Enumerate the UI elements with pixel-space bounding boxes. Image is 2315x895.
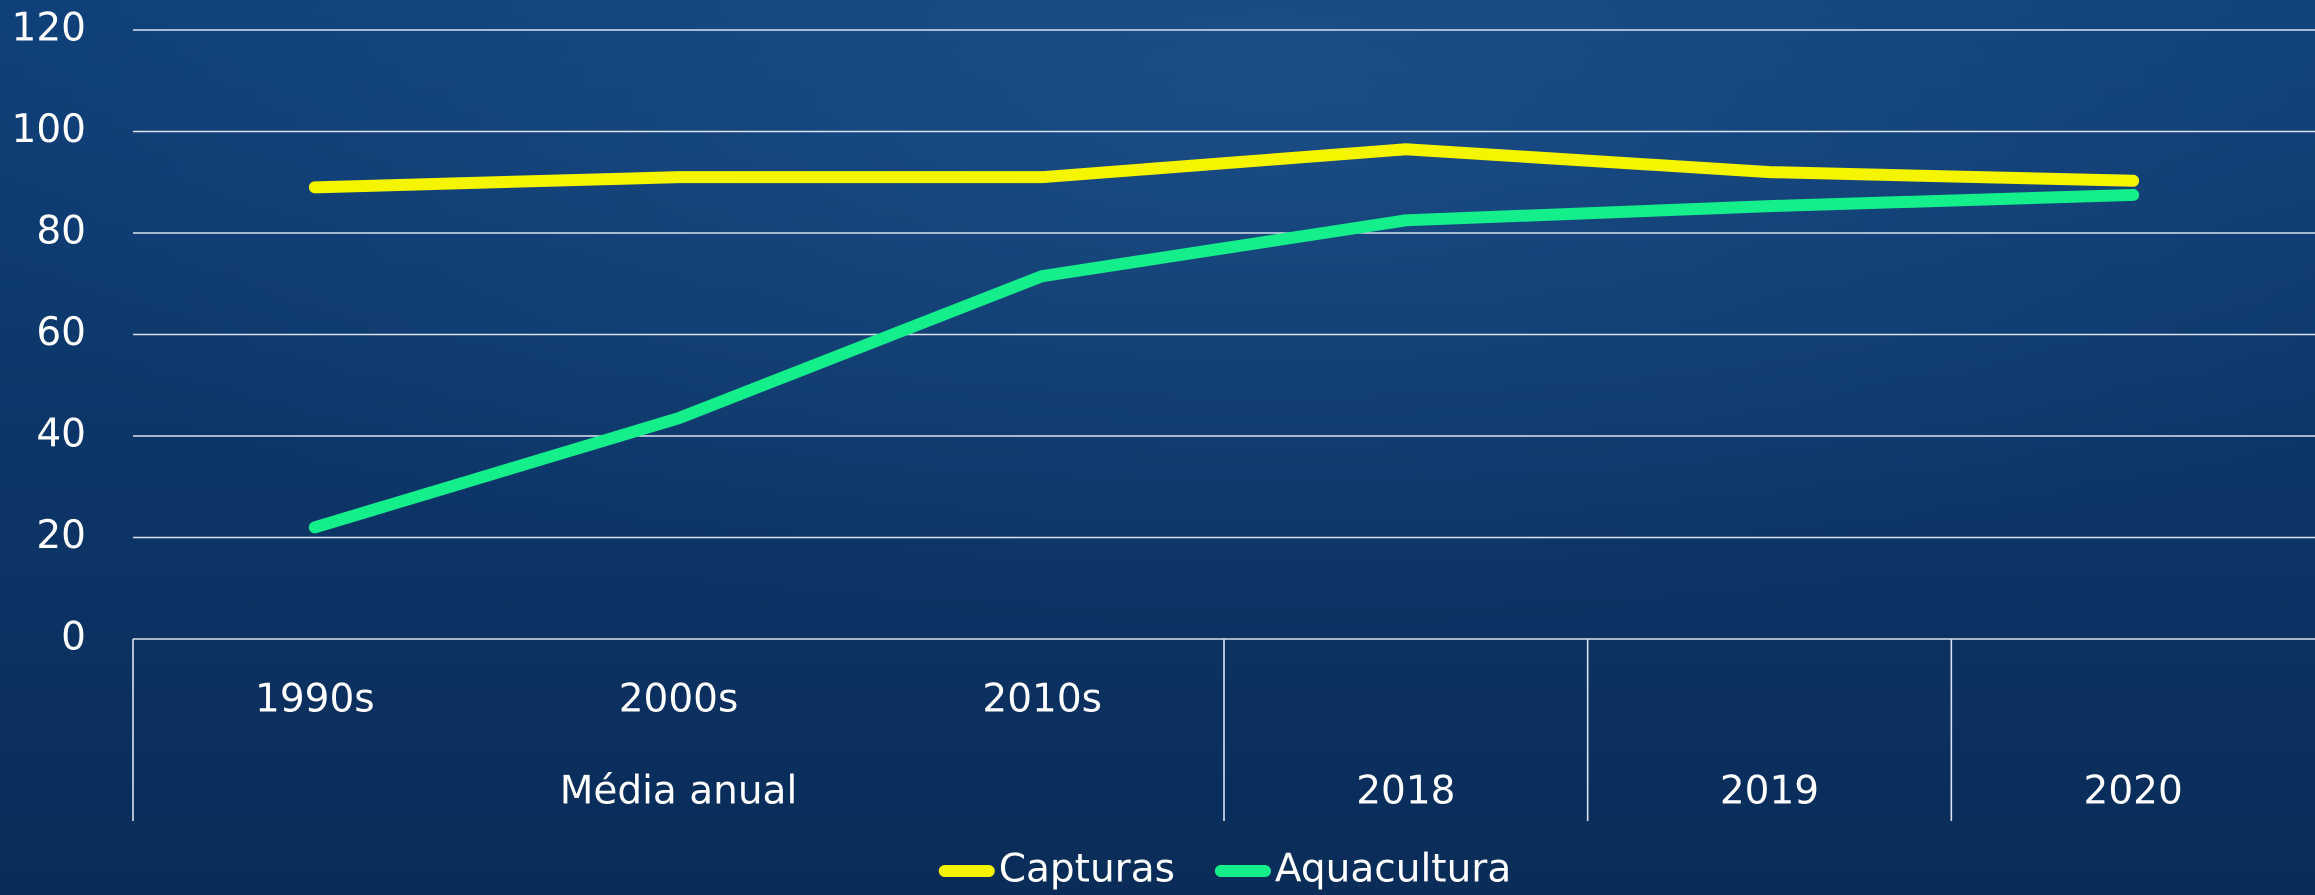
y-tick-label: 100 bbox=[12, 107, 86, 152]
y-tick-label: 40 bbox=[36, 412, 86, 457]
x-tick-label: 2010s bbox=[982, 677, 1102, 722]
y-tick-label: 20 bbox=[36, 513, 86, 558]
x-group-label: Média anual bbox=[560, 769, 798, 814]
x-tick-label: 1990s bbox=[255, 677, 375, 722]
background-glow bbox=[0, 0, 2315, 895]
x-tick-label: 2000s bbox=[619, 677, 739, 722]
chart: 0 20 40 60 80 100 120 1990s 2000s 2010s Média anua… bbox=[0, 0, 2315, 895]
x-group-label: 2019 bbox=[1720, 769, 1819, 814]
x-group-label: 2018 bbox=[1356, 769, 1455, 814]
y-tick-label: 60 bbox=[36, 310, 86, 355]
y-tick-label: 0 bbox=[61, 615, 86, 660]
legend-label: Aquacultura bbox=[1275, 847, 1511, 892]
y-tick-label: 120 bbox=[12, 6, 86, 51]
y-tick-label: 80 bbox=[36, 209, 86, 254]
legend-label: Capturas bbox=[999, 847, 1175, 892]
x-group-label: 2020 bbox=[2084, 769, 2183, 814]
